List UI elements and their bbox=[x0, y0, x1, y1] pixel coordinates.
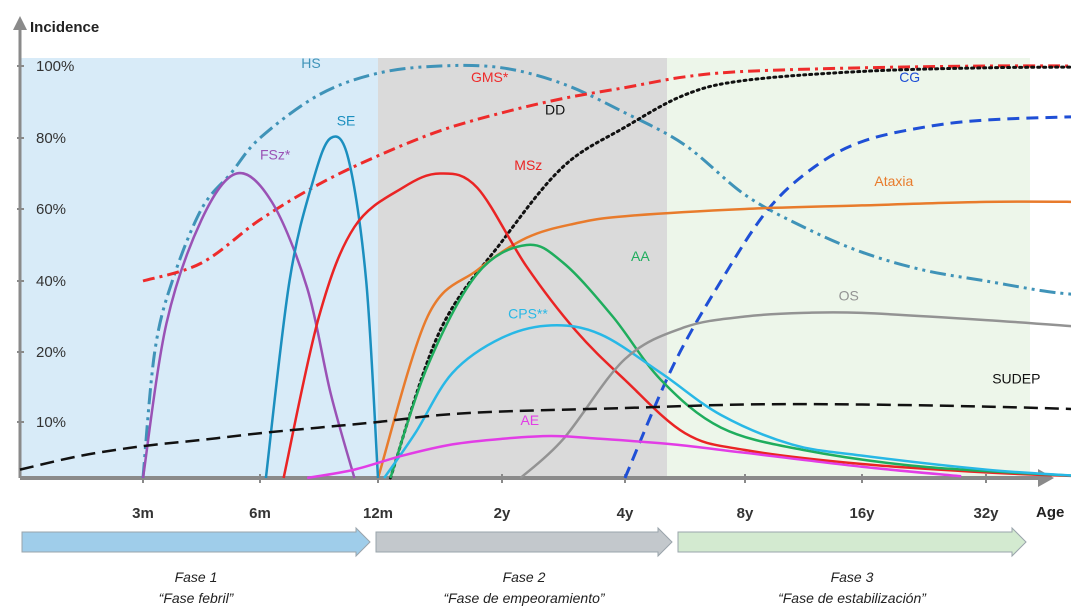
series-line-sudep bbox=[19, 402, 1071, 471]
series-labels: HS GMS* DD CG Ataxia FSz* SE MSz AA CPS** OS SUDEP A… bbox=[260, 55, 1040, 428]
x-tick-label: 16y bbox=[849, 505, 875, 522]
series-line-os bbox=[519, 311, 1071, 479]
y-axis-title: Incidence bbox=[30, 19, 99, 36]
x-axis-arrowhead bbox=[1038, 469, 1054, 487]
series-label-cps: CPS** bbox=[508, 305, 548, 321]
x-tick-label: 12m bbox=[363, 505, 393, 522]
y-axis-arrowhead bbox=[13, 16, 27, 30]
series-line-msz bbox=[282, 172, 1071, 479]
x-tick-label: 3m bbox=[132, 505, 154, 522]
y-tick-label: 10% bbox=[36, 414, 66, 431]
phase-1-subtitle: “Fase febril” bbox=[159, 590, 235, 606]
series-label-se: SE bbox=[337, 112, 356, 128]
phase-arrows: Fase 1 “Fase febril” Fase 2 “Fase de empeor… bbox=[21, 526, 1027, 606]
series-label-fsz: FSz* bbox=[260, 146, 291, 162]
y-tick-label: 100% bbox=[36, 58, 74, 75]
series-line-fsz bbox=[141, 171, 356, 479]
series-line-cg bbox=[623, 115, 1071, 479]
phase-3-subtitle: “Fase de estabilización” bbox=[778, 590, 927, 606]
x-tick-label: 6m bbox=[249, 505, 271, 522]
phase-1-arrow bbox=[21, 526, 371, 558]
series-label-dd: DD bbox=[545, 102, 565, 118]
series-label-cg: CG bbox=[899, 69, 920, 85]
series-label-sudep: SUDEP bbox=[992, 371, 1040, 387]
phase-3-arrow bbox=[677, 526, 1027, 558]
series-label-ataxia: Ataxia bbox=[874, 173, 913, 189]
x-tick-label: 2y bbox=[494, 505, 511, 522]
y-tick-label: 60% bbox=[36, 201, 66, 218]
series-line-ataxia bbox=[376, 200, 1071, 479]
series-line-dd bbox=[388, 65, 1071, 480]
x-tick-label: 8y bbox=[737, 505, 754, 522]
series-label-aa: AA bbox=[631, 248, 650, 264]
axes bbox=[13, 16, 1054, 487]
x-tick-label: 32y bbox=[973, 505, 999, 522]
x-tick-label: 4y bbox=[617, 505, 634, 522]
series-line-se bbox=[264, 135, 380, 479]
phase-1-background bbox=[20, 58, 378, 478]
phase-backgrounds bbox=[20, 58, 1030, 478]
phase-2-background bbox=[378, 58, 667, 478]
phase-2-subtitle: “Fase de empeoramiento” bbox=[443, 590, 605, 606]
phase-3-title: Fase 3 bbox=[831, 569, 874, 585]
series-label-ae: AE bbox=[520, 412, 539, 428]
series-label-os: OS bbox=[839, 288, 859, 304]
series-line-hs bbox=[141, 63, 1071, 479]
series-label-msz: MSz bbox=[514, 157, 542, 173]
y-tick-label: 20% bbox=[36, 344, 66, 361]
phase-2-arrow bbox=[375, 526, 673, 558]
series-line-aa bbox=[389, 243, 1071, 479]
series-label-gms: GMS* bbox=[471, 69, 509, 85]
series-line-ae bbox=[306, 434, 962, 480]
phase-1-title: Fase 1 bbox=[175, 569, 218, 585]
series-lines bbox=[19, 63, 1071, 480]
phase-2-title: Fase 2 bbox=[503, 569, 546, 585]
x-axis-title: Age bbox=[1036, 504, 1064, 521]
series-line-cps bbox=[383, 324, 1071, 479]
y-tick-label: 80% bbox=[36, 130, 66, 147]
series-label-hs: HS bbox=[301, 55, 320, 71]
tick-labels: 10% 20% 40% 60% 80% 100% 3m 6m 12m 2y 4y 8y 16y 32y bbox=[36, 58, 999, 522]
y-tick-label: 40% bbox=[36, 273, 66, 290]
